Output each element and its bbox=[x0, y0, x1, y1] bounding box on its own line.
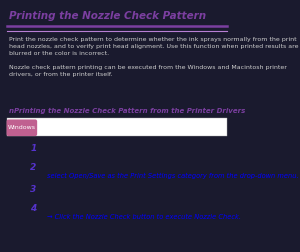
Text: nPrinting the Nozzle Check Pattern from the Printer Drivers: nPrinting the Nozzle Check Pattern from … bbox=[9, 108, 246, 114]
FancyBboxPatch shape bbox=[7, 119, 37, 136]
Text: 4: 4 bbox=[30, 204, 37, 213]
Text: 3: 3 bbox=[30, 185, 37, 194]
Text: Windows: Windows bbox=[8, 125, 36, 130]
Text: 2: 2 bbox=[30, 163, 37, 172]
Text: Print the nozzle check pattern to determine whether the ink sprays normally from: Print the nozzle check pattern to determ… bbox=[9, 37, 299, 77]
FancyBboxPatch shape bbox=[7, 118, 227, 136]
Text: Printing the Nozzle Check Pattern: Printing the Nozzle Check Pattern bbox=[9, 11, 206, 21]
Text: → Click the Nozzle Check button to execute Nozzle Check.: → Click the Nozzle Check button to execu… bbox=[47, 214, 241, 220]
Text: 1: 1 bbox=[30, 144, 37, 153]
Text: select Open/Save as the Print Settings category from the drop-down menu.: select Open/Save as the Print Settings c… bbox=[47, 173, 298, 179]
